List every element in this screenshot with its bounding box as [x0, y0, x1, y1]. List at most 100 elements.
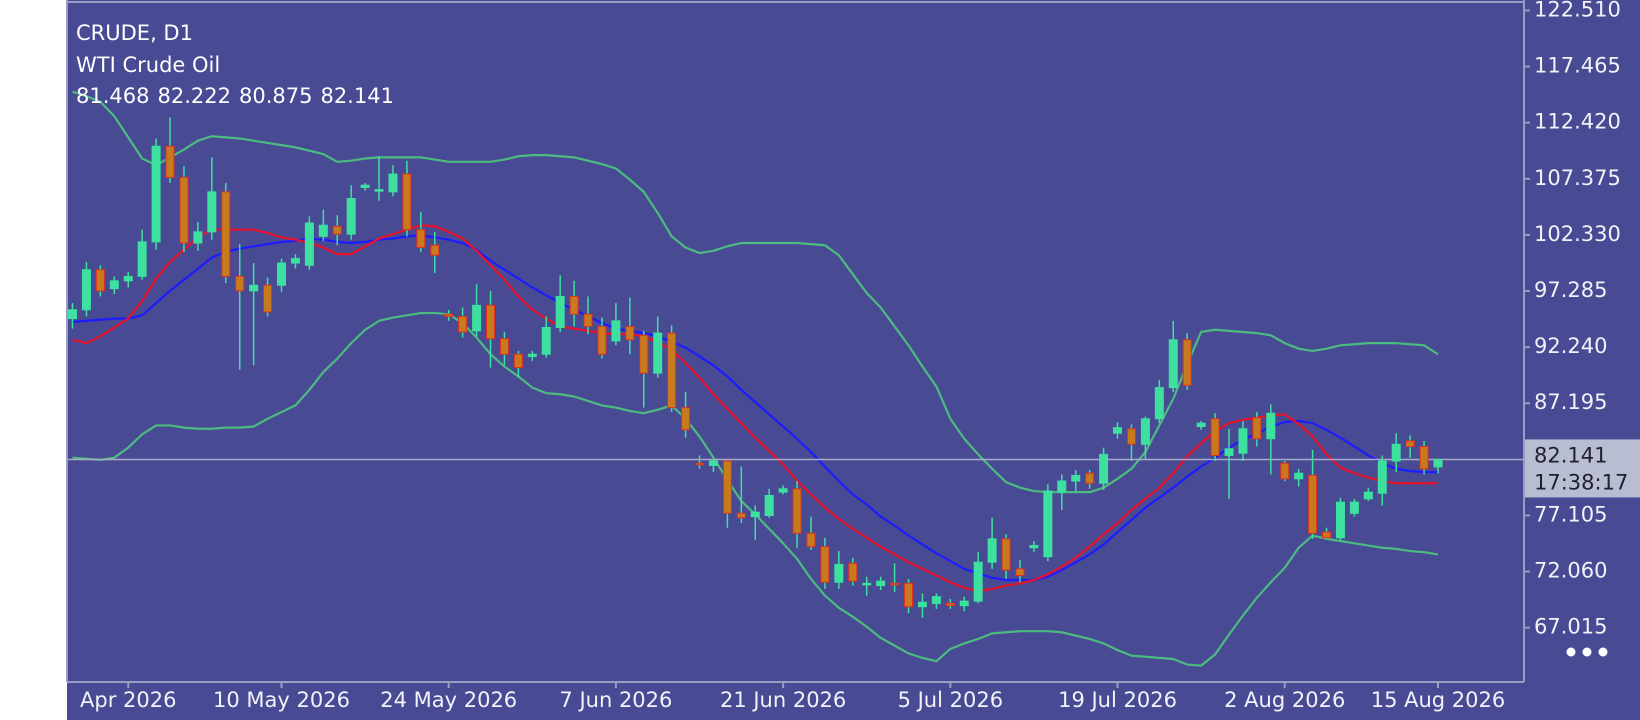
candle-body — [1349, 501, 1359, 514]
y-tick-label: 72.060 — [1534, 559, 1607, 583]
ohlc-high: 82.222 — [157, 84, 230, 108]
x-tick-label: 19 Jul 2026 — [1058, 688, 1177, 712]
candle-body — [820, 546, 830, 583]
candle-body — [346, 198, 356, 235]
candle-body — [973, 561, 983, 602]
candle-body — [207, 191, 217, 233]
candle-body — [945, 602, 955, 607]
candle-body — [764, 494, 774, 517]
candle-body — [109, 280, 119, 290]
candle-body — [848, 562, 858, 582]
candle-body — [1252, 417, 1262, 440]
ohlc-readout: 81.468 82.222 80.875 82.141 — [76, 84, 394, 108]
candle-body — [1280, 462, 1290, 480]
candle-body — [667, 332, 677, 409]
y-tick-label: 87.195 — [1534, 390, 1607, 414]
x-tick-label: 21 Jun 2026 — [720, 688, 846, 712]
candle-body — [318, 224, 328, 237]
y-tick-label: 107.375 — [1534, 166, 1621, 190]
candle-body — [611, 320, 621, 342]
candle-body — [360, 184, 370, 188]
candle-body — [123, 275, 133, 282]
candle-body — [653, 332, 663, 374]
ohlc-open: 81.468 — [76, 84, 149, 108]
candle-body — [374, 189, 384, 192]
candle-body — [1029, 545, 1039, 549]
candle-body — [499, 338, 509, 355]
candle-body — [1085, 472, 1095, 484]
candle-body — [1113, 427, 1123, 434]
candle-body — [904, 582, 914, 608]
x-tick-label: 24 May 2026 — [380, 688, 517, 712]
ohlc-close: 82.141 — [320, 84, 393, 108]
candle-body — [876, 580, 886, 587]
x-tick-label: 10 May 2026 — [213, 688, 350, 712]
candle-body — [1140, 418, 1150, 445]
candle-body — [1419, 446, 1429, 470]
candle-body — [81, 269, 91, 311]
candle-body — [1043, 490, 1053, 558]
candle-body — [527, 353, 537, 357]
last-price-label: 82.141 — [1534, 443, 1607, 467]
y-tick-label: 112.420 — [1534, 110, 1621, 134]
menu-dot[interactable] — [1598, 647, 1608, 657]
candle-body — [1196, 422, 1206, 428]
candle-body — [304, 222, 314, 266]
y-tick-label: 92.240 — [1534, 334, 1607, 358]
indicator-line — [72, 224, 1438, 593]
candle-body — [1377, 460, 1387, 494]
candle-body — [1099, 453, 1109, 484]
candle-body — [1210, 418, 1220, 456]
candle-body — [513, 353, 523, 369]
candle-body — [1322, 531, 1332, 539]
candle-body — [1071, 474, 1081, 482]
menu-dot[interactable] — [1582, 647, 1592, 657]
candle-body — [959, 600, 969, 607]
x-tick-label: 7 Jun 2026 — [559, 688, 672, 712]
chart-subtitle: WTI Crude Oil — [76, 53, 220, 77]
candle-body — [806, 532, 816, 548]
candle-body — [1405, 440, 1415, 448]
candle-body — [235, 275, 245, 292]
candle-body — [1391, 443, 1401, 462]
candle-body — [834, 563, 844, 583]
candle-body — [416, 229, 426, 248]
candle-body — [681, 407, 691, 431]
candle-body — [1294, 472, 1304, 480]
y-tick-label: 67.015 — [1534, 615, 1607, 639]
x-tick-label: Apr 2026 — [80, 688, 176, 712]
more-menu[interactable] — [1566, 647, 1608, 657]
candle-body — [1015, 568, 1025, 577]
candle-body — [583, 313, 593, 327]
candle-body — [1057, 480, 1067, 493]
candle-body — [179, 176, 189, 244]
candle-body — [722, 460, 732, 514]
candle-body — [555, 295, 565, 329]
candle-body — [987, 538, 997, 563]
candle-body — [890, 582, 900, 586]
x-tick-label: 2 Aug 2026 — [1224, 688, 1345, 712]
candle-body — [597, 325, 607, 355]
candle-body — [1001, 538, 1011, 571]
candle-body — [625, 325, 635, 341]
candle-body — [1154, 387, 1164, 420]
candle-body — [569, 295, 579, 315]
candle-body — [458, 315, 468, 333]
candle-body — [1335, 501, 1345, 539]
candle-body — [165, 145, 175, 178]
candle-body — [151, 145, 161, 243]
candle-body — [1363, 491, 1373, 500]
last-price-box — [1525, 439, 1640, 498]
candle-body — [95, 269, 105, 292]
candle-body — [1238, 428, 1248, 454]
candle-body — [792, 488, 802, 534]
menu-dot[interactable] — [1566, 647, 1576, 657]
candle-body — [472, 304, 482, 332]
candle-body — [736, 512, 746, 519]
indicator-line — [72, 90, 1439, 494]
candle-body — [1182, 339, 1192, 386]
chart-background — [67, 0, 1640, 720]
candles — [68, 117, 1443, 618]
candle-body — [332, 225, 342, 235]
